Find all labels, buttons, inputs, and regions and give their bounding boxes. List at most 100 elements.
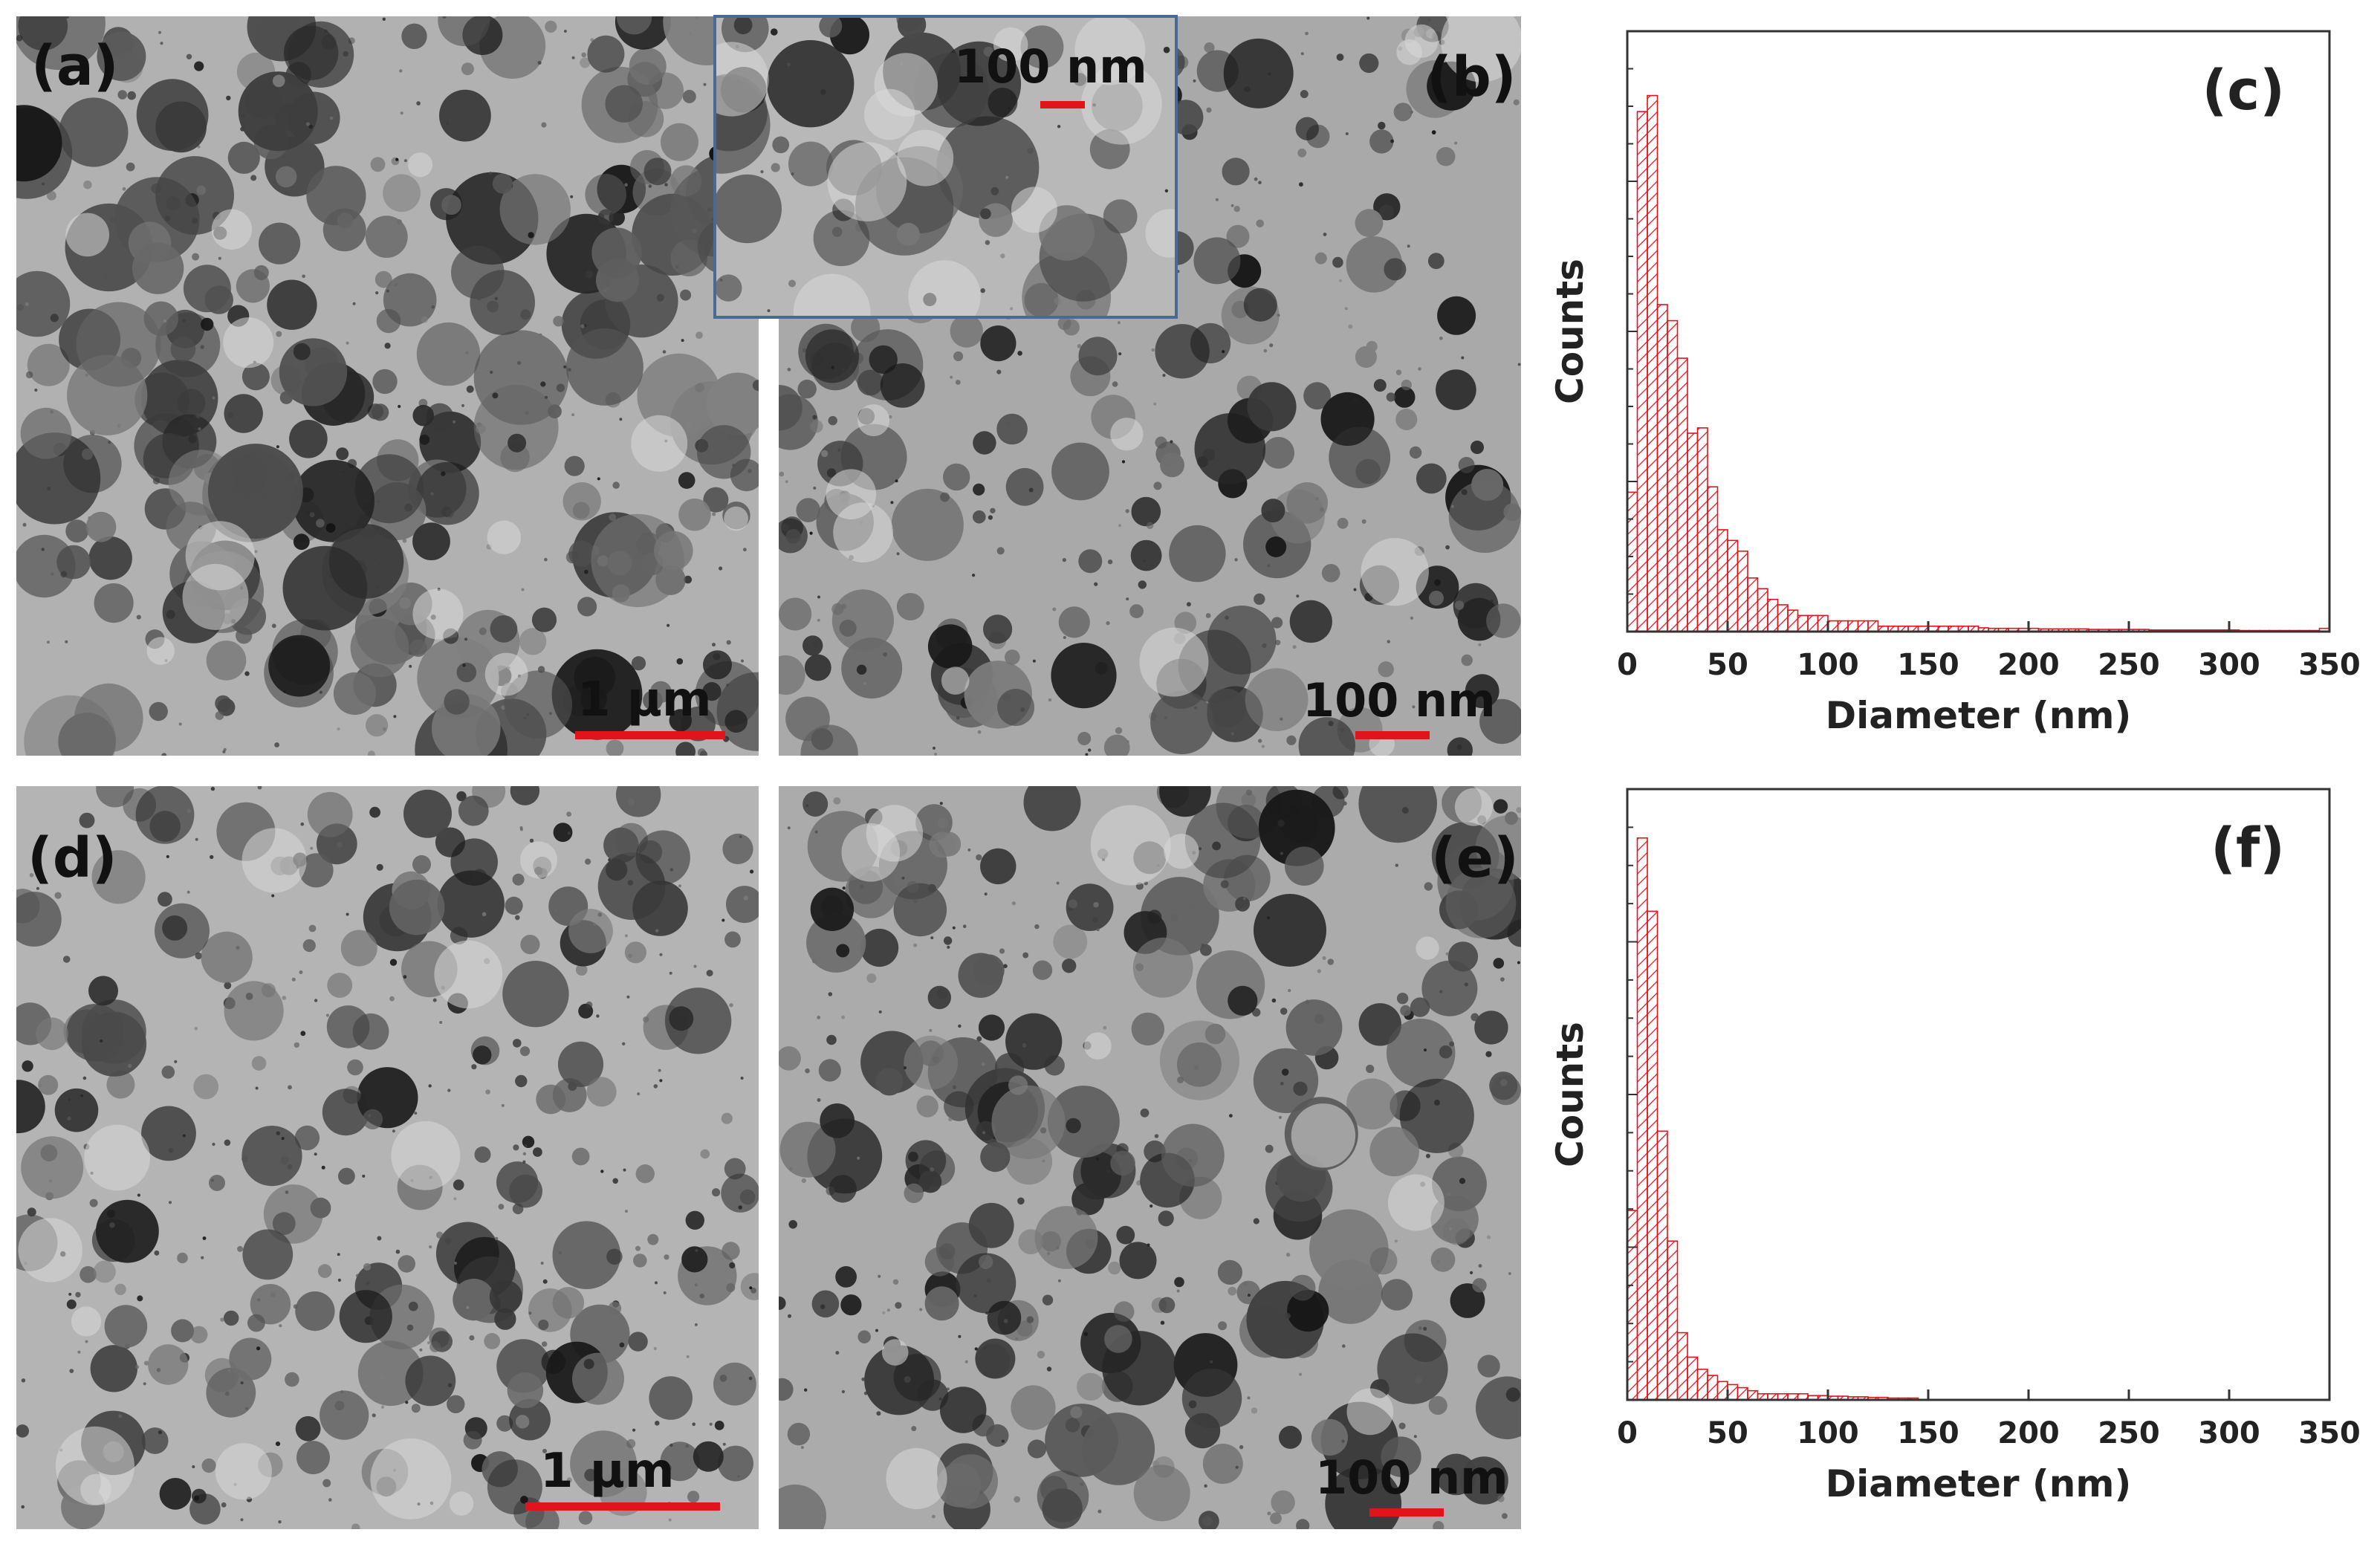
particle: [545, 395, 548, 399]
particle: [1424, 882, 1433, 891]
particle: [85, 511, 117, 542]
histogram-bar: [1687, 1356, 1699, 1401]
particle: [996, 413, 1028, 445]
particle: [389, 879, 445, 935]
particle: [365, 1384, 369, 1389]
particle: [568, 368, 571, 372]
particle: [487, 1459, 542, 1515]
particle: [405, 1401, 409, 1404]
particle: [27, 1207, 36, 1217]
particle: [428, 1084, 432, 1088]
particle: [1046, 1366, 1052, 1372]
particle: [724, 1158, 746, 1180]
particle: [930, 936, 934, 940]
histogram-bar: [1757, 588, 1768, 632]
particle: [985, 240, 990, 245]
particle: [956, 1253, 1016, 1314]
particle: [1106, 620, 1110, 626]
particle: [1217, 1259, 1242, 1285]
particle: [430, 492, 434, 496]
particle: [1032, 960, 1053, 980]
particle: [584, 569, 588, 574]
particle: [306, 166, 366, 226]
particle: [395, 1249, 401, 1254]
particle: [886, 1308, 890, 1312]
particle: [399, 597, 411, 609]
particle: [585, 858, 591, 865]
particle: [281, 1137, 285, 1141]
particle: [96, 786, 134, 808]
particle: [1407, 244, 1410, 248]
particle: [1057, 125, 1061, 129]
particle: [1346, 1078, 1398, 1130]
particle: [16, 34, 23, 42]
particle: [632, 1428, 636, 1432]
particle: [771, 28, 778, 36]
particle: [1298, 717, 1355, 756]
particle: [841, 638, 903, 699]
particle: [502, 961, 569, 1028]
particle: [325, 523, 336, 533]
particle: [137, 1295, 143, 1302]
particle: [1070, 1406, 1083, 1418]
particle: [520, 1496, 528, 1504]
particle: [1106, 1170, 1110, 1173]
particle: [984, 892, 988, 896]
particle: [1299, 1372, 1303, 1376]
particle: [827, 1293, 834, 1300]
particle: [1256, 219, 1264, 228]
particle: [542, 1279, 548, 1284]
particle: [314, 999, 318, 1002]
particle: [170, 337, 196, 362]
particle: [513, 1039, 522, 1048]
particle: [1418, 367, 1421, 371]
particle: [700, 1149, 710, 1159]
inset-texture: [716, 18, 1175, 316]
light-domain: [857, 404, 890, 437]
light-domain: [434, 940, 503, 1009]
particle: [363, 1262, 372, 1271]
particle: [195, 952, 202, 960]
particle: [980, 848, 1016, 885]
particle: [1115, 727, 1123, 734]
particle: [520, 935, 540, 955]
particle: [609, 513, 617, 522]
particle: [1057, 1279, 1061, 1282]
particle: [587, 35, 625, 73]
particle: [804, 1388, 808, 1392]
particle: [1020, 25, 1064, 69]
particle: [351, 1523, 360, 1529]
particle: [1126, 597, 1129, 601]
particle: [1005, 1013, 1063, 1070]
particle: [365, 215, 408, 258]
particle: [498, 1204, 505, 1210]
particle: [76, 302, 161, 387]
particle: [241, 363, 270, 391]
particle: [293, 1304, 298, 1309]
particle: [257, 1298, 261, 1302]
particle: [398, 1255, 415, 1273]
particle: [913, 898, 918, 904]
particle: [279, 1324, 282, 1328]
particle: [492, 392, 499, 399]
particle: [209, 1175, 225, 1191]
particle: [513, 1144, 519, 1151]
particle: [810, 887, 855, 931]
particle: [726, 640, 731, 645]
particle: [929, 1028, 933, 1032]
micrograph-d: (d) 1 μm: [16, 786, 759, 1529]
particle: [779, 655, 805, 695]
particle: [1073, 73, 1087, 86]
particle: [667, 623, 670, 627]
particle: [308, 924, 317, 933]
particle: [1448, 481, 1521, 553]
particle: [409, 664, 412, 668]
particle: [869, 345, 898, 374]
particle: [1369, 1126, 1419, 1177]
particle: [524, 1144, 528, 1148]
particle: [1104, 1325, 1132, 1353]
particle: [1378, 661, 1394, 678]
particle: [296, 1441, 330, 1475]
particle: [476, 424, 486, 434]
particle: [976, 1036, 982, 1042]
